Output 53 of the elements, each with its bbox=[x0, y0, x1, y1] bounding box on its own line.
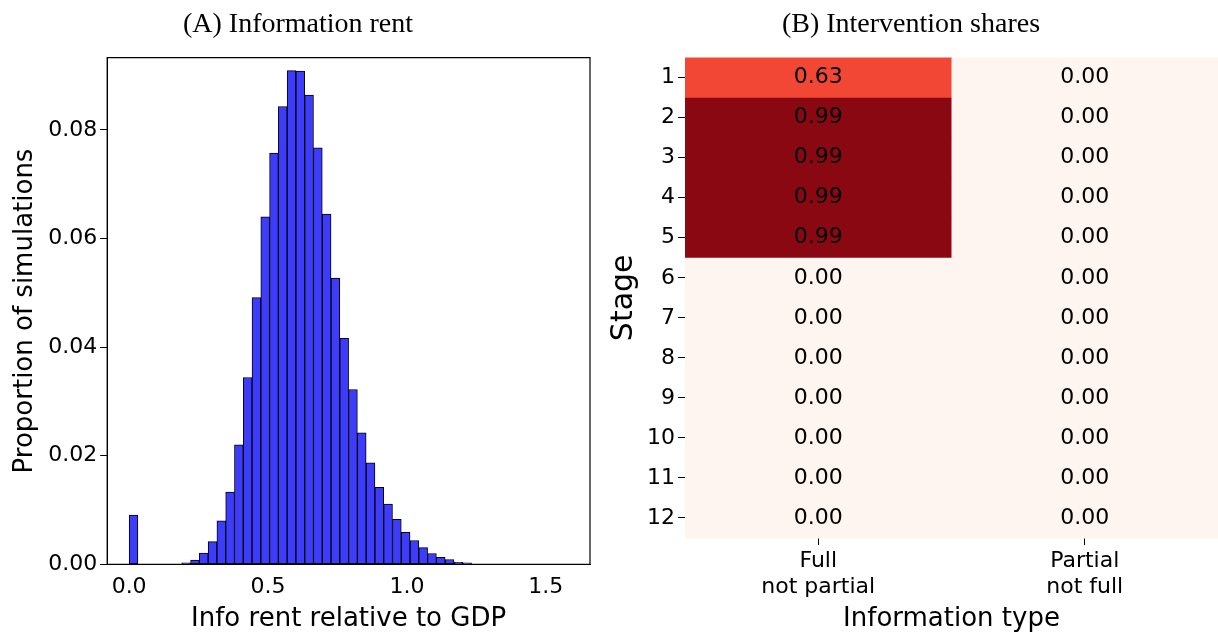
y-tick-label: 3 bbox=[660, 143, 675, 169]
y-axis-title: Proportion of simulations bbox=[8, 148, 39, 474]
y-tick-label: 0.00 bbox=[48, 550, 98, 576]
y-tick-label: 0.08 bbox=[48, 115, 98, 141]
data-label: 0.00 bbox=[1060, 503, 1110, 529]
y-tick-label: 5 bbox=[660, 223, 675, 249]
y-axis-title: Stage bbox=[603, 254, 639, 342]
data-label: 0.00 bbox=[1060, 103, 1110, 129]
x-tick-label: 1.5 bbox=[528, 573, 564, 599]
y-tick-label: 9 bbox=[660, 383, 675, 409]
data-label: 0.00 bbox=[793, 343, 843, 369]
y-tick-label: 6 bbox=[660, 263, 675, 289]
y-tick-label: 0.06 bbox=[48, 224, 98, 250]
data-label: 0.00 bbox=[1060, 143, 1110, 169]
data-label: 0.00 bbox=[1060, 463, 1110, 489]
data-label: 0.00 bbox=[1060, 223, 1110, 249]
chart-title: (A) Information rent bbox=[182, 7, 414, 39]
y-tick-label: 7 bbox=[660, 303, 675, 329]
y-tick-label: 8 bbox=[660, 343, 675, 369]
data-label: 0.00 bbox=[1060, 303, 1110, 329]
x-axis-title: Info rent relative to GDP bbox=[191, 602, 507, 633]
data-label: 0.00 bbox=[793, 463, 843, 489]
data-label: 0.00 bbox=[793, 503, 843, 529]
data-label: 0.00 bbox=[793, 263, 843, 289]
y-tick-label: 0.02 bbox=[48, 441, 98, 467]
y-tick-label: 0.04 bbox=[48, 332, 98, 358]
x-tick-label: Partial not full bbox=[1046, 546, 1124, 599]
data-label: 0.00 bbox=[1060, 263, 1110, 289]
y-tick-label: 1 bbox=[660, 63, 675, 89]
y-tick-label: 12 bbox=[646, 503, 675, 529]
data-label: 0.00 bbox=[793, 303, 843, 329]
y-tick-label: 10 bbox=[646, 423, 675, 449]
x-tick-label: 1.0 bbox=[389, 573, 425, 599]
data-label: 0.00 bbox=[1060, 183, 1110, 209]
data-label: 0.00 bbox=[1060, 423, 1110, 449]
data-label: 0.00 bbox=[793, 383, 843, 409]
data-label: 0.99 bbox=[793, 143, 843, 169]
data-label: 0.00 bbox=[1060, 63, 1110, 89]
y-tick-label: 4 bbox=[660, 183, 675, 209]
data-label: 0.00 bbox=[1060, 343, 1110, 369]
data-label: 0.63 bbox=[793, 63, 843, 89]
data-label: 0.99 bbox=[793, 223, 843, 249]
data-label: 0.99 bbox=[793, 103, 843, 129]
x-axis-title: Information type bbox=[843, 602, 1060, 633]
data-label: 0.00 bbox=[1060, 383, 1110, 409]
data-label: 0.00 bbox=[793, 423, 843, 449]
x-tick-label: 0.5 bbox=[250, 573, 286, 599]
data-label: 0.99 bbox=[793, 183, 843, 209]
x-tick-label: 0.0 bbox=[111, 573, 147, 599]
x-tick-label: Full not partial bbox=[761, 546, 876, 599]
y-tick-label: 11 bbox=[646, 463, 675, 489]
y-tick-label: 2 bbox=[660, 103, 675, 129]
chart-title: (B) Intervention shares bbox=[781, 7, 1041, 39]
